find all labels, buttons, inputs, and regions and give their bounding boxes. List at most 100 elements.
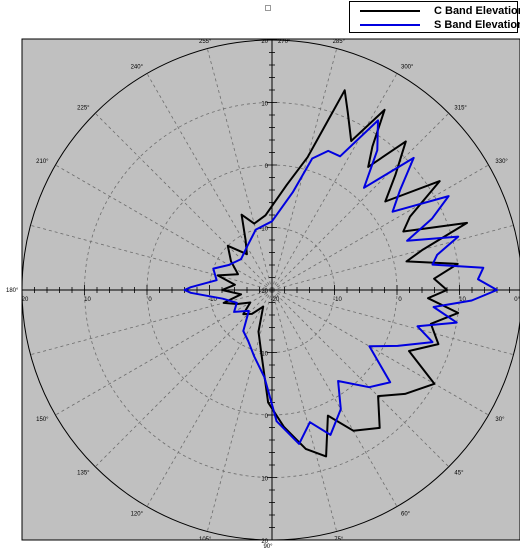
series-point-c-band: [267, 401, 269, 404]
series-point-c-band: [221, 289, 223, 291]
series-point-c-band: [240, 214, 243, 216]
series-point-s-band: [431, 263, 434, 266]
angular-tick-label-165: 165°: [10, 355, 23, 361]
series-point-s-band: [436, 254, 438, 256]
series-point-s-band: [339, 155, 341, 157]
series-point-c-band: [433, 278, 435, 280]
series-point-c-band: [384, 200, 386, 203]
series-point-c-band: [404, 393, 406, 395]
series-point-s-band: [431, 341, 434, 343]
series-point-s-band: [377, 119, 379, 121]
angular-tick-label-210: 210°: [36, 159, 49, 165]
series-point-c-band: [217, 274, 219, 277]
radial-tick-label-h: 20: [22, 297, 29, 303]
series-point-s-band: [263, 376, 265, 378]
series-point-s-band: [183, 289, 186, 291]
series-point-s-band: [255, 229, 257, 231]
series-point-s-band: [275, 420, 278, 422]
series-point-s-band: [416, 325, 419, 327]
angular-tick-label-60: 60°: [401, 511, 411, 517]
series-point-s-band: [482, 267, 484, 269]
series-point-c-band: [367, 166, 369, 168]
series-point-c-band: [405, 260, 408, 263]
angular-tick-label-225: 225°: [77, 106, 90, 112]
angular-tick-label-285: 285°: [333, 39, 346, 45]
series-point-s-band: [298, 443, 300, 445]
series-point-s-band: [433, 306, 435, 308]
series-point-s-band: [253, 355, 255, 358]
series-point-s-band: [190, 286, 192, 288]
series-point-c-band: [262, 305, 264, 308]
series-point-c-band: [325, 455, 327, 458]
radial-tick-label-v: 10: [261, 102, 268, 108]
angular-tick-label-30: 30°: [495, 417, 505, 423]
series-point-c-band: [384, 109, 386, 111]
series-point-s-band: [329, 434, 332, 436]
series-point-c-band: [377, 395, 379, 397]
series-point-s-band: [368, 386, 370, 388]
series-point-s-band: [327, 150, 329, 152]
legend-label-s-band: S Band Elevation: [434, 19, 520, 31]
radial-tick-label-h: 0: [398, 297, 402, 303]
angular-tick-label-120: 120°: [131, 511, 144, 517]
angular-tick-label-255: 255°: [199, 39, 212, 45]
angular-tick-label-45: 45°: [454, 470, 464, 476]
legend-swatch-s-band: [360, 24, 420, 26]
series-point-s-band: [233, 311, 235, 313]
series-point-c-band: [437, 343, 440, 345]
series-point-c-band: [466, 222, 468, 224]
series-point-s-band: [391, 211, 394, 213]
series-point-s-band: [456, 321, 458, 324]
series-point-c-band: [422, 248, 424, 251]
series-point-s-band: [212, 268, 214, 270]
series-point-s-band: [431, 218, 433, 220]
series-point-c-band: [457, 263, 459, 265]
series-point-s-band: [376, 149, 378, 151]
angular-tick-label-240: 240°: [131, 65, 144, 71]
series-point-c-band: [347, 111, 349, 113]
series-point-c-band: [260, 350, 262, 353]
series-point-s-band: [340, 408, 342, 410]
series-point-c-band: [327, 415, 329, 417]
series-point-c-band: [344, 89, 346, 91]
radial-tick-label-v: 10: [261, 477, 268, 483]
angular-tick-label-135: 135°: [77, 470, 90, 476]
series-point-s-band: [496, 289, 498, 291]
radial-tick-label-v: 0: [265, 414, 269, 420]
angular-tick-label-180: 180°: [6, 288, 19, 294]
series-point-s-band: [413, 157, 415, 159]
series-point-s-band: [477, 278, 479, 280]
series-point-s-band: [246, 246, 248, 248]
angular-tick-label-300: 300°: [401, 65, 414, 71]
angular-tick-label-0: 0°: [514, 297, 520, 303]
series-point-c-band: [427, 297, 429, 299]
series-point-s-band: [292, 191, 294, 193]
angular-tick-label-150: 150°: [36, 417, 49, 423]
series-point-s-band: [242, 330, 244, 332]
series-point-c-band: [306, 156, 309, 158]
series-point-c-band: [350, 140, 352, 142]
series-point-s-band: [247, 340, 249, 342]
series-point-c-band: [234, 284, 236, 286]
radial-tick-label-v: 20: [261, 39, 268, 45]
radial-tick-label-h: 10: [459, 297, 466, 303]
series-point-s-band: [222, 298, 224, 300]
series-point-s-band: [216, 279, 218, 281]
radial-tick-label-h: 0: [148, 297, 152, 303]
radial-tick-label-v: -10: [259, 352, 268, 358]
series-point-c-band: [244, 239, 247, 241]
angular-tick-label-330: 330°: [495, 159, 508, 165]
series-point-c-band: [237, 273, 239, 275]
series-point-s-band: [309, 421, 311, 423]
angular-tick-label-195: 195°: [10, 221, 23, 227]
series-point-c-band: [409, 216, 411, 218]
series-point-s-band: [471, 299, 473, 302]
legend-item-c-band: C Band Elevation: [350, 4, 520, 18]
series-point-c-band: [433, 383, 435, 385]
angular-tick-label-315: 315°: [454, 106, 467, 112]
radial-tick-label-h: -10: [208, 297, 217, 303]
series-point-c-band: [457, 312, 459, 314]
series-point-s-band: [311, 157, 313, 160]
